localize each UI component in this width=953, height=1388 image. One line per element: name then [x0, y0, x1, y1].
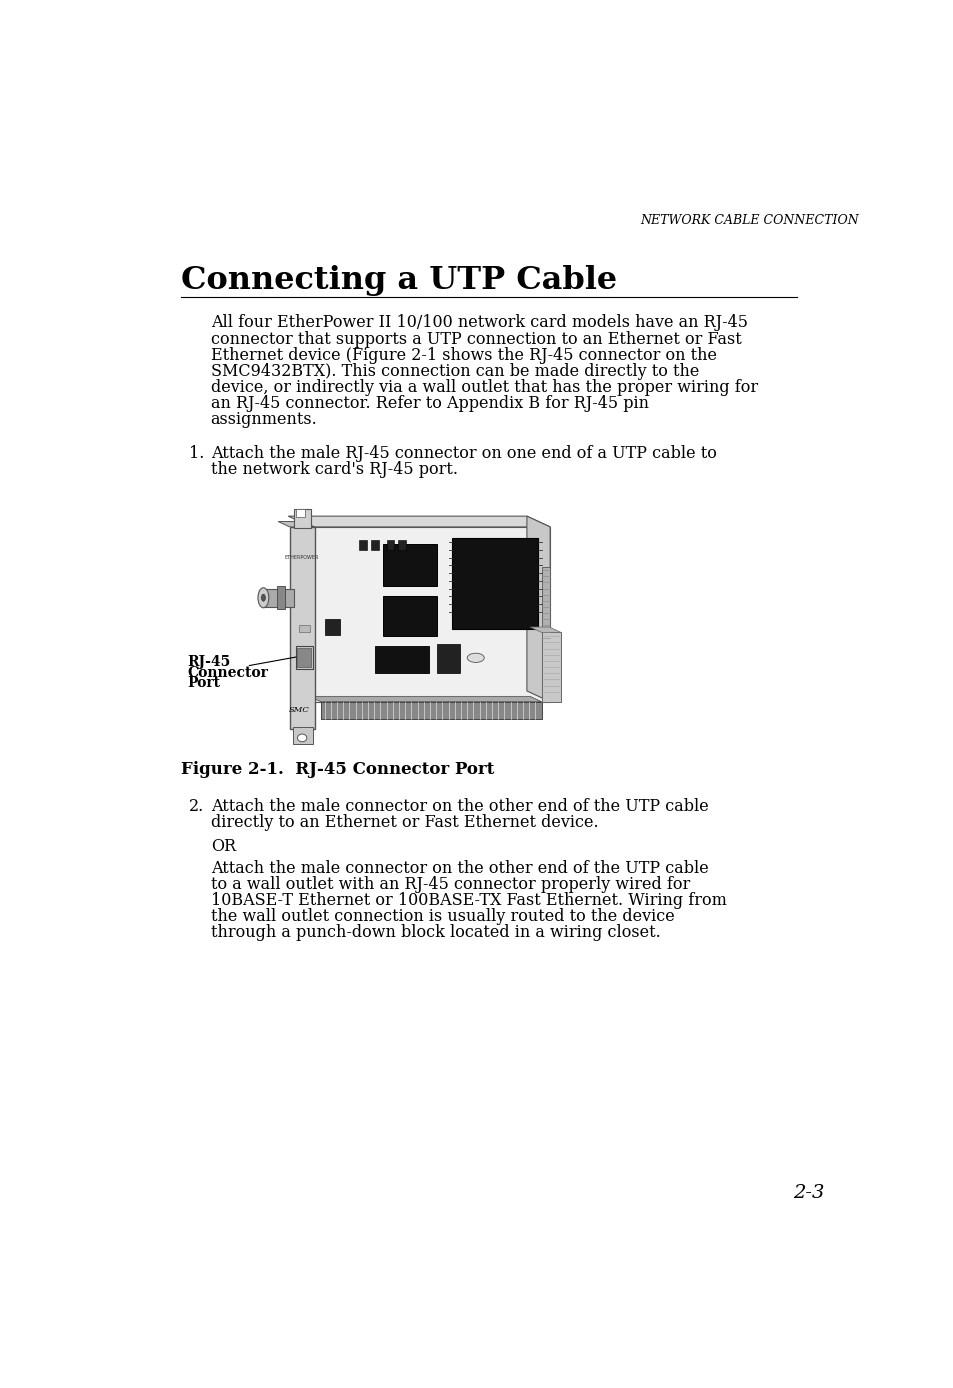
Polygon shape — [298, 626, 310, 632]
Text: ETHERPOWER: ETHERPOWER — [285, 555, 319, 561]
Text: an RJ-45 connector. Refer to Appendix B for RJ-45 pin: an RJ-45 connector. Refer to Appendix B … — [211, 396, 648, 412]
Text: Connector: Connector — [187, 665, 268, 680]
Ellipse shape — [257, 587, 269, 608]
Text: directly to an Ethernet or Fast Ethernet device.: directly to an Ethernet or Fast Ethernet… — [211, 815, 598, 831]
Text: SMC9432BTX). This connection can be made directly to the: SMC9432BTX). This connection can be made… — [211, 362, 699, 380]
Polygon shape — [290, 527, 314, 729]
Polygon shape — [297, 648, 311, 668]
Text: Attach the male connector on the other end of the UTP cable: Attach the male connector on the other e… — [211, 859, 708, 877]
Polygon shape — [309, 697, 541, 702]
Polygon shape — [359, 540, 367, 550]
Text: Attach the male RJ-45 connector on one end of a UTP cable to: Attach the male RJ-45 connector on one e… — [211, 446, 716, 462]
Text: Ethernet device (Figure 2-1 shows the RJ-45 connector on the: Ethernet device (Figure 2-1 shows the RJ… — [211, 347, 716, 364]
Ellipse shape — [261, 594, 265, 601]
Text: the network card's RJ-45 port.: the network card's RJ-45 port. — [211, 461, 457, 479]
Polygon shape — [382, 544, 436, 586]
Polygon shape — [386, 540, 394, 550]
Text: OR: OR — [211, 838, 235, 855]
Polygon shape — [397, 540, 406, 550]
Text: the wall outlet connection is usually routed to the device: the wall outlet connection is usually ro… — [211, 908, 674, 924]
Text: 2-3: 2-3 — [793, 1184, 824, 1202]
Text: Figure 2-1.  RJ-45 Connector Port: Figure 2-1. RJ-45 Connector Port — [181, 761, 494, 779]
Polygon shape — [263, 589, 294, 607]
Polygon shape — [278, 522, 314, 527]
Polygon shape — [530, 627, 560, 633]
Text: Port: Port — [187, 676, 220, 690]
Text: assignments.: assignments. — [211, 411, 317, 429]
Text: 1.: 1. — [189, 446, 204, 462]
Text: Connecting a UTP Cable: Connecting a UTP Cable — [181, 265, 617, 296]
Ellipse shape — [297, 734, 307, 741]
Polygon shape — [288, 516, 550, 527]
Ellipse shape — [467, 654, 484, 662]
Polygon shape — [541, 633, 560, 702]
Polygon shape — [541, 566, 550, 648]
Text: connector that supports a UTP connection to an Ethernet or Fast: connector that supports a UTP connection… — [211, 330, 740, 347]
Text: to a wall outlet with an RJ-45 connector properly wired for: to a wall outlet with an RJ-45 connector… — [211, 876, 689, 892]
Polygon shape — [541, 648, 550, 702]
Polygon shape — [375, 645, 429, 673]
Text: 2.: 2. — [189, 798, 204, 815]
Polygon shape — [311, 527, 550, 702]
Text: NETWORK CABLE CONNECTION: NETWORK CABLE CONNECTION — [640, 214, 859, 228]
Text: RJ-45: RJ-45 — [187, 655, 231, 669]
Polygon shape — [382, 597, 436, 636]
Polygon shape — [295, 645, 313, 669]
Polygon shape — [294, 509, 311, 529]
Polygon shape — [436, 644, 459, 673]
Polygon shape — [526, 516, 550, 702]
Text: SMC: SMC — [289, 705, 309, 713]
Polygon shape — [277, 586, 285, 609]
Polygon shape — [295, 509, 305, 516]
Polygon shape — [293, 727, 313, 744]
Text: through a punch-down block located in a wiring closet.: through a punch-down block located in a … — [211, 924, 659, 941]
Polygon shape — [452, 539, 537, 629]
Text: Attach the male connector on the other end of the UTP cable: Attach the male connector on the other e… — [211, 798, 708, 815]
Polygon shape — [320, 702, 541, 719]
Text: 10BASE-T Ethernet or 100BASE-TX Fast Ethernet. Wiring from: 10BASE-T Ethernet or 100BASE-TX Fast Eth… — [211, 892, 726, 909]
Text: device, or indirectly via a wall outlet that has the proper wiring for: device, or indirectly via a wall outlet … — [211, 379, 757, 396]
Polygon shape — [324, 619, 340, 634]
Polygon shape — [371, 540, 378, 550]
Text: All four EtherPower II 10/100 network card models have an RJ-45: All four EtherPower II 10/100 network ca… — [211, 315, 747, 332]
